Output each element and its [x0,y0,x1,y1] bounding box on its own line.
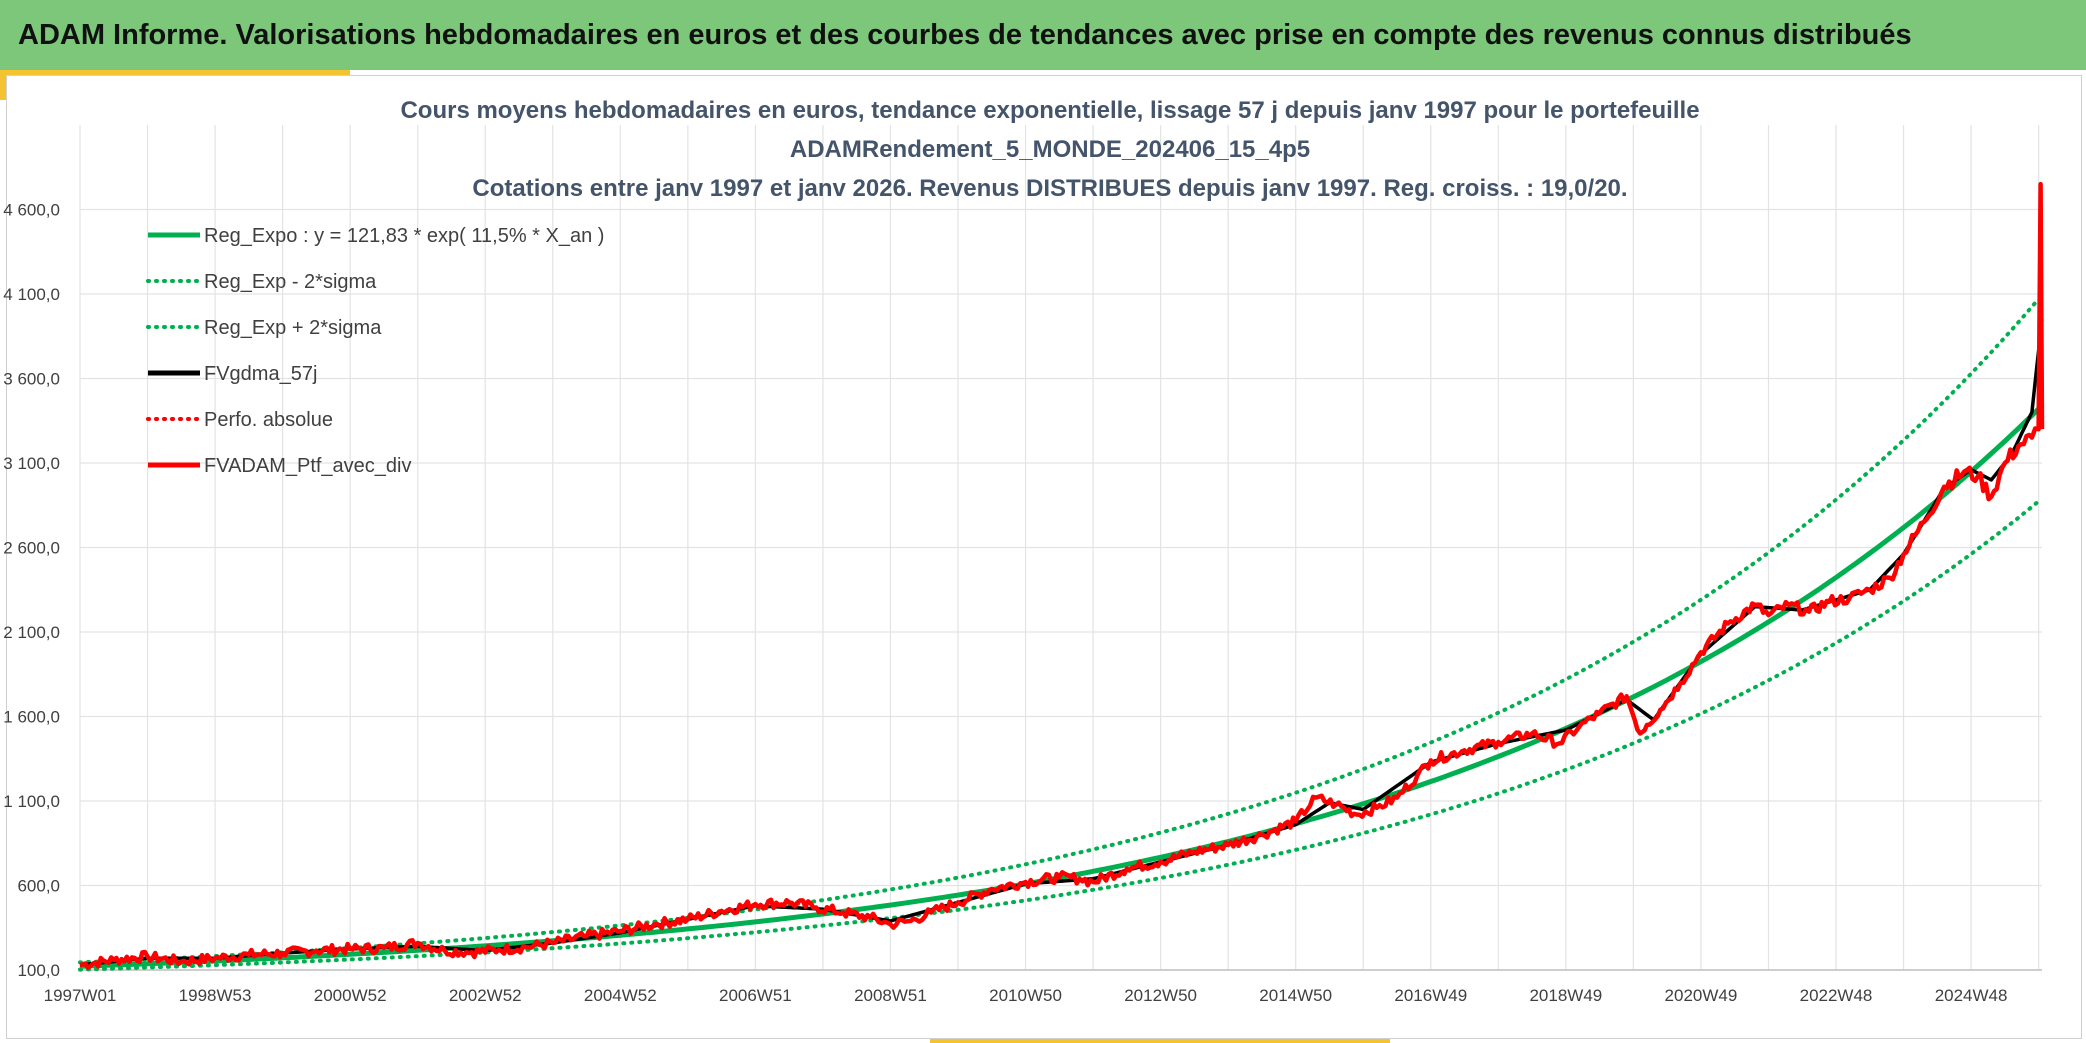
chart-frame [6,75,2082,1039]
y-tick-label: 2 100,0 [3,623,60,642]
x-tick-label: 2024W48 [1935,986,2008,1005]
x-tick-label: 2022W48 [1800,986,1873,1005]
chart-titles: Cours moyens hebdomadaires en euros, ten… [400,97,1699,202]
x-tick-label: 2000W52 [314,986,387,1005]
chart-title-line: Cotations entre janv 1997 et janv 2026. … [472,175,1627,202]
legend-label: FVgdma_57j [204,363,317,385]
legend-label: Reg_Expo : y = 121,83 * exp( 11,5% * X_a… [204,225,604,247]
x-tick-label: 2006W51 [719,986,792,1005]
y-tick-label: 3 600,0 [3,370,60,389]
legend-label: Reg_Exp + 2*sigma [204,317,382,339]
grid [79,125,2042,971]
x-tick-label: 1998W53 [179,986,252,1005]
page-title: ADAM Informe. Valorisations hebdomadaire… [18,18,1912,51]
legend-label: Perfo. absolue [204,409,333,431]
y-tick-label: 600,0 [17,877,60,896]
legend-label: FVADAM_Ptf_avec_div [204,455,412,477]
series-layer [78,181,2045,972]
series-line-reg-minus-2sigma [78,499,2041,972]
header-banner: ADAM Informe. Valorisations hebdomadaire… [0,0,2086,70]
x-tick-label: 2012W50 [1124,986,1197,1005]
axes: 100,0 600,0 1 100,0 1 600,0 2 100,0 2 600,0 3 … [3,201,2042,1005]
y-tick-label: 1 600,0 [3,708,60,727]
series-line-reg-plus-2sigma [78,296,2041,965]
series-line-fvgdma [79,319,2044,967]
x-tick-label: 2020W49 [1665,986,1738,1005]
chart-title-line: ADAMRendement_5_MONDE_202406_15_4p5 [790,136,1310,163]
series-line-portfolio [79,181,2045,970]
y-tick-label: 4 600,0 [3,201,60,220]
accent-bar-left [0,70,350,75]
y-tick-label: 1 100,0 [3,792,60,811]
accent-bar-left-vertical [0,70,6,100]
legend-label: Reg_Exp - 2*sigma [204,271,377,293]
y-tick-label: 100,0 [17,961,60,980]
y-tick-label: 2 600,0 [3,539,60,558]
chart-title-line: Cours moyens hebdomadaires en euros, ten… [400,97,1699,124]
legend: Reg_Expo : y = 121,83 * exp( 11,5% * X_a… [146,225,604,477]
x-tick-label: 2004W52 [584,986,657,1005]
x-tick-label: 2010W50 [989,986,1062,1005]
x-tick-label: 1997W01 [44,986,117,1005]
x-tick-label: 2014W50 [1259,986,1332,1005]
accent-bar-bottom [930,1039,1390,1043]
x-tick-label: 2018W49 [1529,986,1602,1005]
x-tick-label: 2002W52 [449,986,522,1005]
x-tick-label: 2016W49 [1394,986,1467,1005]
y-tick-label: 4 100,0 [3,285,60,304]
x-tick-label: 2008W51 [854,986,927,1005]
y-tick-label: 3 100,0 [3,454,60,473]
